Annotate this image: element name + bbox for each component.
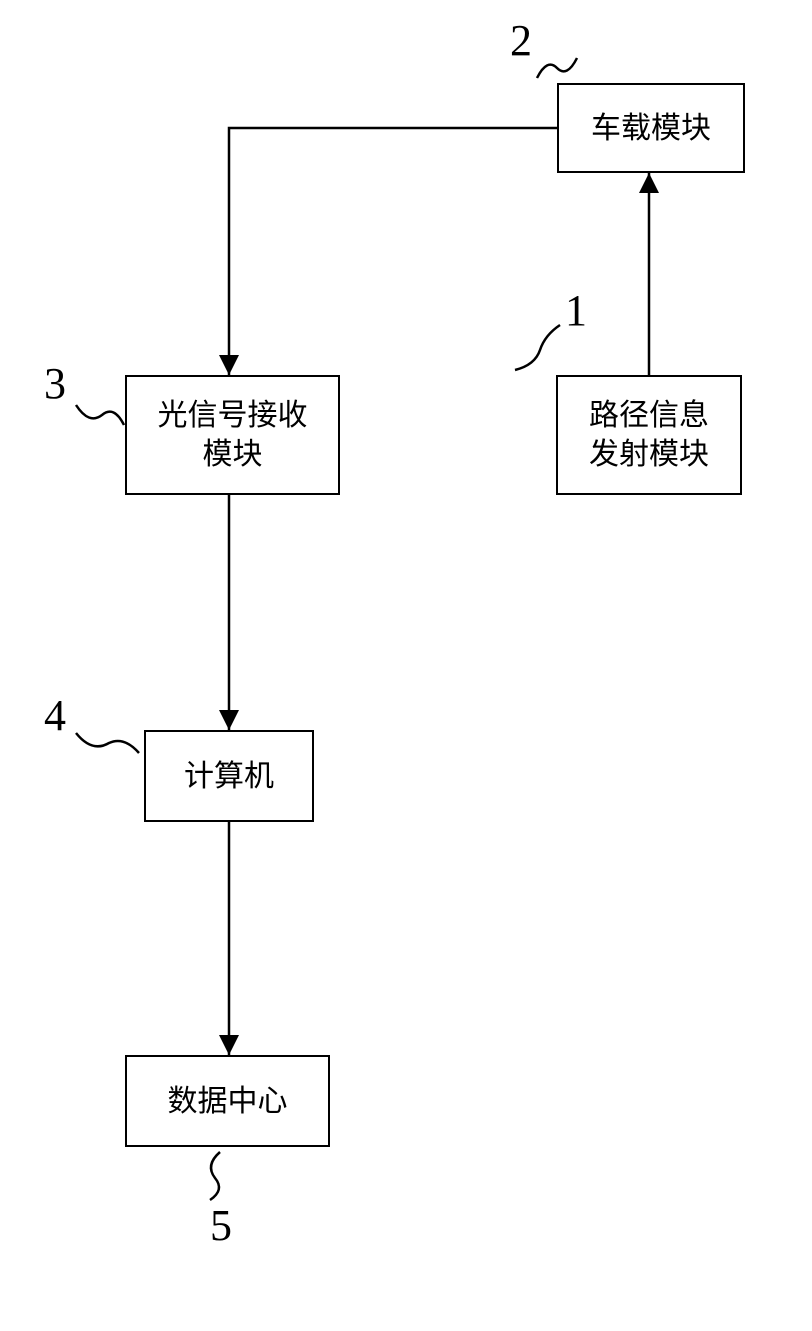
node-label: 光信号接收模块 <box>158 396 308 474</box>
node-computer: 计算机 <box>144 730 314 822</box>
node-optical-receiver: 光信号接收模块 <box>125 375 340 495</box>
node-number-2: 2 <box>510 15 532 66</box>
node-vehicle-module: 车载模块 <box>557 83 745 173</box>
node-label: 车载模块 <box>591 109 711 148</box>
squiggle-1 <box>510 320 570 380</box>
squiggle-2 <box>535 48 585 88</box>
edges-layer <box>0 0 812 1331</box>
squiggle-5 <box>195 1150 245 1205</box>
node-path-info-transmitter: 路径信息发射模块 <box>556 375 742 495</box>
node-number-5: 5 <box>210 1200 232 1251</box>
squiggle-4 <box>74 728 144 768</box>
node-data-center: 数据中心 <box>125 1055 330 1147</box>
edge-2-to-3 <box>229 128 557 375</box>
node-label: 计算机 <box>184 757 274 796</box>
node-number-3: 3 <box>44 358 66 409</box>
node-number-4: 4 <box>44 690 66 741</box>
squiggle-3 <box>74 400 129 440</box>
node-label: 路径信息发射模块 <box>589 396 709 474</box>
node-label: 数据中心 <box>168 1082 288 1121</box>
